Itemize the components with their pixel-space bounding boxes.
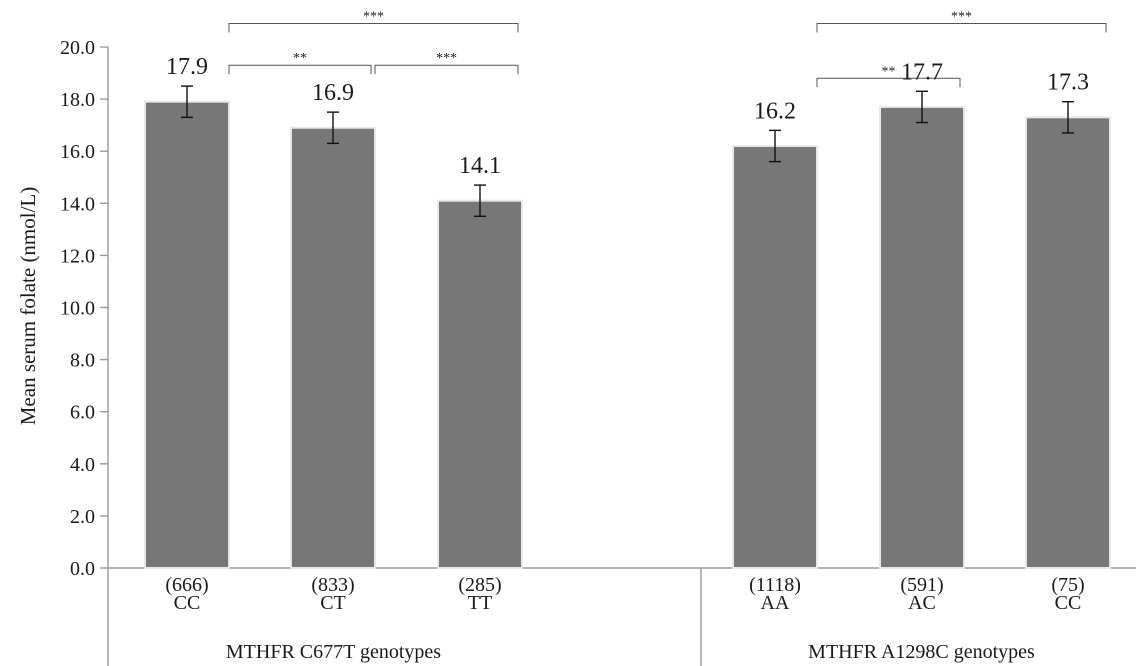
x-group-label: MTHFR C677T genotypes — [226, 641, 441, 663]
x-sample-size-label: (285) — [458, 574, 501, 596]
data-label: 17.3 — [1047, 70, 1089, 96]
y-tick-label: 4.0 — [70, 454, 95, 476]
data-label: 17.9 — [166, 54, 208, 80]
significance-label: *** — [951, 10, 972, 25]
data-label: 17.7 — [901, 59, 943, 85]
y-tick-label: 6.0 — [70, 402, 95, 424]
x-sample-size-label: (75) — [1051, 574, 1084, 596]
significance-label: ** — [293, 51, 307, 66]
significance-bracket — [816, 23, 1107, 33]
x-category-label: CC — [1055, 592, 1082, 614]
y-tick-label: 14.0 — [60, 193, 95, 215]
y-tick-label: 18.0 — [60, 89, 95, 111]
y-axis-title: Mean serum folate (nmol/L) — [16, 187, 40, 426]
x-category-label: TT — [468, 592, 492, 614]
x-group-label: MTHFR A1298C genotypes — [808, 641, 1035, 663]
x-sample-size-label: (1118) — [749, 574, 801, 596]
significance-bracket — [816, 77, 961, 88]
significance-label: ** — [882, 64, 896, 79]
x-sample-size-label: (591) — [900, 574, 943, 596]
bar — [1025, 116, 1111, 570]
data-label: 16.2 — [754, 98, 796, 124]
y-tick-label: 8.0 — [70, 350, 95, 372]
y-tick-label: 16.0 — [60, 141, 95, 163]
data-label: 16.9 — [312, 80, 354, 106]
bar — [879, 105, 965, 569]
bar — [437, 199, 523, 569]
bar — [732, 144, 818, 570]
y-tick-label: 10.0 — [60, 298, 95, 320]
x-category-label: CT — [320, 592, 346, 614]
significance-bracket — [374, 64, 519, 75]
y-tick-label: 12.0 — [60, 245, 95, 267]
significance-bracket — [228, 64, 372, 75]
significance-label: *** — [363, 10, 384, 25]
x-sample-size-label: (833) — [311, 574, 354, 596]
data-label: 14.1 — [459, 153, 501, 179]
x-sample-size-label: (666) — [165, 574, 208, 596]
bar — [290, 126, 376, 569]
bar — [144, 100, 230, 570]
y-tick-label: 0.0 — [70, 558, 95, 580]
y-tick-label: 2.0 — [70, 506, 95, 528]
y-tick-label: 20.0 — [60, 37, 95, 59]
x-category-label: AA — [761, 592, 790, 614]
significance-label: *** — [436, 51, 457, 66]
x-category-label: CC — [174, 592, 201, 614]
significance-bracket — [228, 23, 519, 33]
x-category-label: AC — [908, 592, 936, 614]
